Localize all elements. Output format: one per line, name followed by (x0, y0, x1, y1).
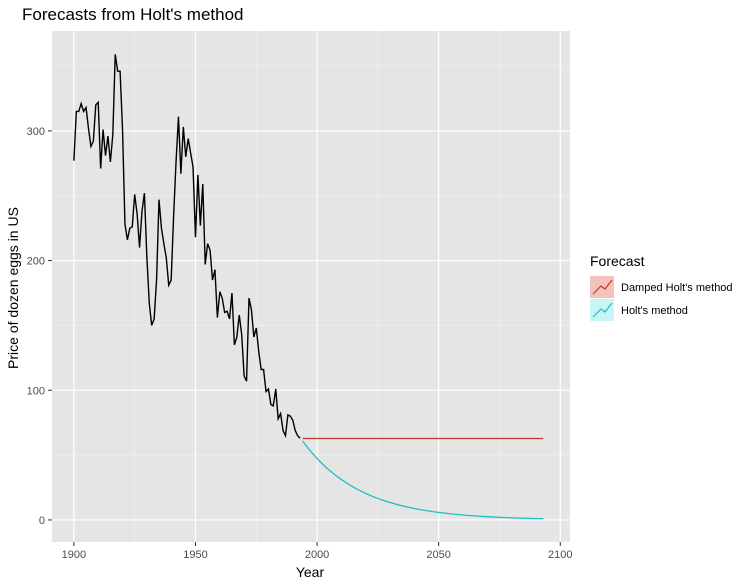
chart-title: Forecasts from Holt's method (22, 5, 243, 24)
grid-lines (52, 31, 570, 542)
data-lines (73, 54, 544, 520)
forecast-line (301, 440, 544, 520)
plot-panel (52, 31, 570, 542)
y-tick-label: 0 (39, 515, 45, 527)
x-tick-label: 2000 (305, 549, 329, 561)
x-axis-title: Year (296, 564, 325, 580)
y-tick-label: 200 (27, 256, 45, 268)
legend: Forecast Damped Holt's method Holt's meth… (590, 253, 733, 321)
x-tick-label: 2100 (548, 549, 572, 561)
legend-key-line (592, 302, 613, 318)
x-tick-label: 1950 (183, 549, 207, 561)
y-axis-title: Price of dozen eggs in US (5, 207, 21, 369)
historical-series-line (73, 54, 301, 439)
legend-key-line (592, 279, 613, 295)
x-tick-label: 2050 (426, 549, 450, 561)
legend-title: Forecast (590, 253, 645, 269)
legend-label: Holt's method (621, 305, 688, 317)
x-axis-ticks: 1900 1950 2000 2050 2100 (62, 542, 573, 561)
legend-label: Damped Holt's method (621, 282, 733, 294)
y-tick-label: 100 (27, 385, 45, 397)
y-tick-label: 300 (27, 126, 45, 138)
y-axis-ticks: 0 100 200 300 (27, 126, 52, 527)
x-tick-label: 1900 (62, 549, 86, 561)
